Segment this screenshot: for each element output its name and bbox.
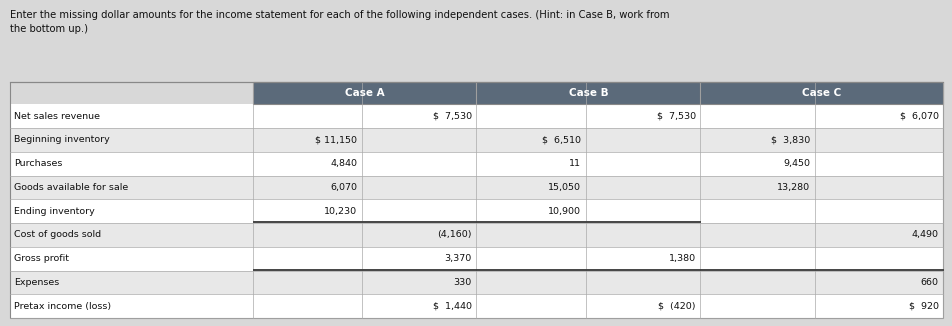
Text: 10,230: 10,230: [324, 207, 357, 216]
Text: 1,380: 1,380: [668, 254, 695, 263]
Text: Case A: Case A: [345, 88, 384, 98]
Text: 330: 330: [453, 278, 471, 287]
Text: 660: 660: [920, 278, 938, 287]
Text: $  6,510: $ 6,510: [542, 135, 581, 144]
Text: $  3,830: $ 3,830: [770, 135, 809, 144]
Text: $  7,530: $ 7,530: [432, 111, 471, 121]
Text: 3,370: 3,370: [444, 254, 471, 263]
Text: 15,050: 15,050: [547, 183, 581, 192]
Text: Case C: Case C: [802, 88, 841, 98]
Text: Enter the missing dollar amounts for the income statement for each of the follow: Enter the missing dollar amounts for the…: [10, 10, 668, 34]
Text: Goods available for sale: Goods available for sale: [14, 183, 129, 192]
Text: Net sales revenue: Net sales revenue: [14, 111, 100, 121]
Text: 10,900: 10,900: [547, 207, 581, 216]
Text: Cost of goods sold: Cost of goods sold: [14, 230, 101, 240]
Text: Beginning inventory: Beginning inventory: [14, 135, 109, 144]
Text: $  7,530: $ 7,530: [656, 111, 695, 121]
Text: $  (420): $ (420): [658, 302, 695, 311]
Text: 6,070: 6,070: [330, 183, 357, 192]
Text: 13,280: 13,280: [776, 183, 809, 192]
Text: Gross profit: Gross profit: [14, 254, 69, 263]
Text: Pretax income (loss): Pretax income (loss): [14, 302, 111, 311]
Text: (4,160): (4,160): [437, 230, 471, 240]
Text: 11: 11: [568, 159, 581, 168]
Text: $  6,070: $ 6,070: [899, 111, 938, 121]
Text: 4,490: 4,490: [911, 230, 938, 240]
Text: 4,840: 4,840: [330, 159, 357, 168]
Text: $ 11,150: $ 11,150: [315, 135, 357, 144]
Text: Ending inventory: Ending inventory: [14, 207, 95, 216]
Text: $  920: $ 920: [908, 302, 938, 311]
Text: Case B: Case B: [568, 88, 607, 98]
Text: Expenses: Expenses: [14, 278, 59, 287]
Text: 9,450: 9,450: [783, 159, 809, 168]
Text: Purchases: Purchases: [14, 159, 63, 168]
Text: $  1,440: $ 1,440: [432, 302, 471, 311]
